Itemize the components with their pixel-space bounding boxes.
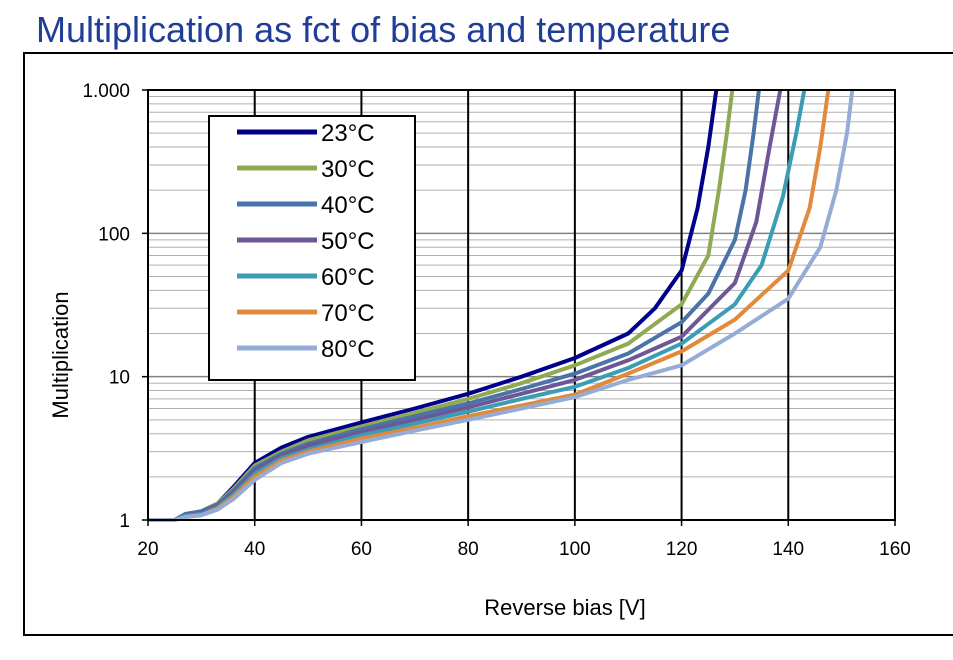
series-line <box>148 89 855 522</box>
x-tick-label: 120 <box>666 539 698 560</box>
x-tick-label: 60 <box>351 539 372 560</box>
legend-label: 70°C <box>321 300 375 327</box>
chart-title: Multiplication as fct of bias and temper… <box>36 9 730 50</box>
lines <box>148 89 855 522</box>
plot-area-border <box>147 89 896 521</box>
y-tick-label: 10 <box>109 368 130 389</box>
x-tick-label: 40 <box>244 539 265 560</box>
legend: 23°C 30°C 40°C 50°C 60°C 70°C 80°C <box>208 115 416 381</box>
x-tick-label: 80 <box>458 539 479 560</box>
y-tick-label: 1.000 <box>82 81 130 102</box>
legend-label: 40°C <box>321 192 375 219</box>
legend-label: 80°C <box>321 336 375 363</box>
axes: 1 10 100 1.000 20 40 60 80 100 120 140 160 <box>82 81 910 560</box>
y-axis-label: Multiplication <box>48 291 73 418</box>
y-tick-label: 1 <box>119 511 130 532</box>
x-tick-label: 100 <box>559 539 591 560</box>
x-tick-label: 140 <box>772 539 804 560</box>
legend-label: 30°C <box>321 156 375 183</box>
legend-label: 60°C <box>321 264 375 291</box>
legend-box <box>208 115 416 381</box>
legend-label: 50°C <box>321 228 375 255</box>
legend-label: 23°C <box>321 120 375 147</box>
y-tick-label: 100 <box>98 224 130 245</box>
x-axis-label: Reverse bias [V] <box>484 595 645 620</box>
x-tick-label: 20 <box>137 539 158 560</box>
chart-frame <box>23 52 953 636</box>
x-tick-label: 160 <box>879 539 911 560</box>
